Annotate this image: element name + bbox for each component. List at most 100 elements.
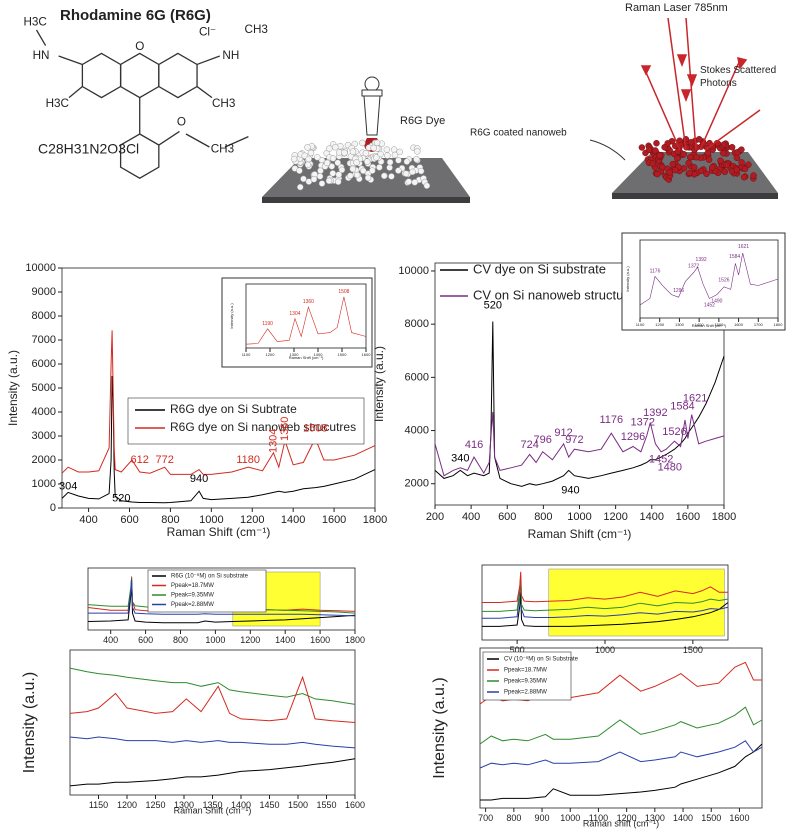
x-tick-label: 1600 bbox=[310, 635, 330, 645]
peak-label: 940 bbox=[561, 484, 579, 496]
formula: C28H31N2O3Cl bbox=[38, 141, 139, 157]
fiber-dot bbox=[377, 150, 384, 158]
peak-label: 1360 bbox=[279, 417, 291, 441]
fiber-dot bbox=[364, 174, 372, 182]
x-tick-label: 1400 bbox=[673, 813, 693, 823]
fiber-dot bbox=[687, 153, 694, 161]
charts: 400 600 800 1000 1200 1400 1600 1800 0 1000 2000 30… bbox=[6, 232, 786, 828]
spectrum-line bbox=[479, 706, 763, 745]
y-tick-label: 10000 bbox=[398, 265, 429, 277]
atom-label: NH bbox=[222, 49, 239, 62]
x-tick-label: 1400 bbox=[281, 514, 305, 526]
y-axis-label: Intensity (a.u.) bbox=[625, 266, 630, 292]
pipette bbox=[361, 76, 383, 152]
spectrum-line bbox=[61, 330, 376, 475]
fiber-dot bbox=[708, 164, 716, 171]
y-axis-label: Intensity (a.u.) bbox=[431, 677, 448, 778]
fiber-dot bbox=[686, 169, 693, 177]
x-tick-label: 1300 bbox=[290, 352, 300, 357]
x-tick-label: 1200 bbox=[603, 511, 627, 523]
spectrum-line bbox=[69, 736, 356, 749]
x-tick-label: 1100 bbox=[589, 813, 608, 823]
x-tick-label: 1800 bbox=[774, 322, 784, 327]
fiber-dot bbox=[325, 177, 333, 185]
peak-label: 304 bbox=[59, 480, 77, 492]
peak-label: 1584 bbox=[670, 401, 694, 413]
fiber-dot bbox=[318, 180, 326, 187]
fiber-dot bbox=[296, 167, 303, 174]
ring bbox=[81, 52, 122, 99]
peak-label: 1526 bbox=[662, 426, 686, 438]
x-tick-label: 1800 bbox=[345, 635, 365, 645]
x-tick-label: 1200 bbox=[240, 635, 260, 645]
x-tick-label: 1000 bbox=[567, 511, 591, 523]
x-tick-label: 1000 bbox=[205, 635, 225, 645]
peak-label: 1372 bbox=[630, 416, 654, 428]
fiber-dot bbox=[656, 152, 663, 159]
fiber-dot bbox=[353, 171, 361, 179]
fiber-dot bbox=[740, 173, 748, 181]
dye-label: R6G Dye bbox=[400, 115, 445, 127]
fiber-dot bbox=[384, 152, 391, 159]
x-tick-label: 400 bbox=[462, 511, 480, 523]
fiber-dot bbox=[390, 146, 398, 153]
fiber-dot bbox=[638, 144, 646, 151]
peak-label: 796 bbox=[533, 434, 551, 446]
x-tick-label: 1000 bbox=[560, 813, 580, 823]
peak-label: 1508 bbox=[338, 289, 349, 295]
atom-label: HN bbox=[33, 49, 50, 62]
inset-frame bbox=[621, 232, 786, 331]
x-tick-label: 1600 bbox=[322, 514, 346, 526]
substrate-edge bbox=[262, 197, 470, 203]
peak-label: 912 bbox=[554, 427, 572, 439]
fiber-dot bbox=[363, 158, 371, 165]
fiber-dot bbox=[326, 145, 333, 152]
legend-label: Ppeak=9.35MW bbox=[171, 593, 214, 599]
molecule-title: Rhodamine 6G (R6G) bbox=[60, 7, 211, 24]
peak-label: 1304 bbox=[289, 311, 300, 317]
x-tick-label: 1200 bbox=[117, 800, 137, 810]
peak-label: 1452 bbox=[704, 302, 715, 308]
fiber-dot bbox=[304, 161, 312, 169]
peak-label: 1490 bbox=[711, 298, 722, 304]
plot-frame bbox=[479, 647, 763, 809]
fiber-dot bbox=[388, 173, 395, 180]
x-axis-label: Raman Shift (cm⁻¹) bbox=[167, 525, 271, 539]
bond bbox=[68, 86, 83, 99]
stokes-label: Stokes Scattered Photons bbox=[700, 65, 777, 89]
x-tick-label: 600 bbox=[138, 635, 153, 645]
fiber-dot bbox=[395, 157, 402, 164]
fiber-dot bbox=[338, 166, 346, 174]
x-axis-label: Raman Shift (cm⁻¹) bbox=[692, 323, 727, 328]
fiber-dot bbox=[652, 147, 659, 154]
fiber-dot bbox=[300, 175, 307, 183]
x-tick-label: 1500 bbox=[288, 800, 308, 810]
fiber-dot bbox=[383, 146, 391, 153]
fiber-dot bbox=[728, 144, 736, 151]
atom-label: Cl⁻ bbox=[199, 26, 216, 39]
x-tick-label: 1300 bbox=[675, 322, 685, 327]
fiber-dot bbox=[305, 155, 312, 163]
y-tick-label: 5000 bbox=[32, 382, 56, 394]
plot-frame bbox=[69, 649, 356, 796]
x-tick-label: 1150 bbox=[89, 800, 108, 810]
fiber-dot bbox=[373, 139, 381, 147]
legend-box bbox=[147, 569, 267, 613]
peak-label: 1392 bbox=[696, 257, 707, 263]
fiber-dot bbox=[671, 166, 679, 174]
inset-frame bbox=[221, 277, 373, 368]
bond bbox=[158, 130, 180, 146]
fiber-dot bbox=[750, 172, 757, 179]
spectrum-line bbox=[434, 411, 725, 477]
y-tick-label: 7000 bbox=[32, 334, 56, 346]
legend-label: Ppeak=2.88MW bbox=[504, 690, 547, 696]
x-tick-label: 1600 bbox=[729, 813, 749, 823]
fiber-dot bbox=[674, 154, 681, 162]
x-axis-label: Raman shift (cm⁻¹) bbox=[583, 818, 659, 828]
x-tick-label: 600 bbox=[498, 511, 516, 523]
atom-label: CH3 bbox=[244, 23, 267, 36]
peak-label: 1180 bbox=[236, 454, 260, 466]
x-tick-label: 1100 bbox=[636, 322, 645, 327]
legend-label: Ppeak=9.35MW bbox=[504, 679, 547, 685]
fiber-dot bbox=[705, 156, 713, 163]
